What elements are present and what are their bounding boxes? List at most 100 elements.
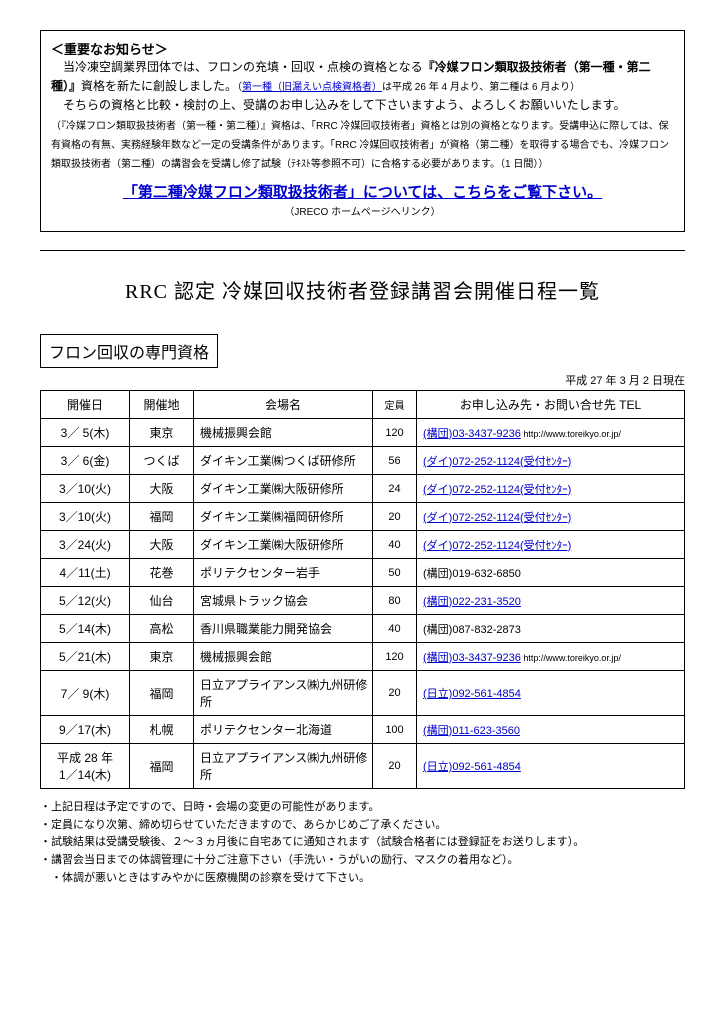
tel-link[interactable]: (構団)03-3437-9236 — [423, 428, 521, 440]
th-place: 開催地 — [130, 391, 194, 419]
cell-date: 3／ 5(木) — [41, 419, 130, 447]
cell-place: 高松 — [130, 615, 194, 643]
cell-contact: (ダイ)072-252-1124(受付ｾﾝﾀｰ) — [417, 503, 685, 531]
cell-venue: ダイキン工業㈱大阪研修所 — [194, 531, 373, 559]
table-row: 9／17(木)札幌ポリテクセンター北海道100 (構団)011-623-3560 — [41, 716, 685, 744]
tel-link[interactable]: (ダイ)072-252-1124(受付ｾﾝﾀｰ) — [423, 512, 571, 524]
cell-place: つくば — [130, 447, 194, 475]
cell-venue: ポリテクセンター岩手 — [194, 559, 373, 587]
cell-capacity: 40 — [373, 615, 417, 643]
cell-contact: (日立)092-561-4854 — [417, 671, 685, 716]
table-row: 平成 28 年 1／14(木)福岡日立アプライアンス㈱九州研修所20(日立)09… — [41, 744, 685, 789]
cell-venue: 日立アプライアンス㈱九州研修所 — [194, 744, 373, 789]
cell-contact: (構団)087-832-2873 — [417, 615, 685, 643]
notice-title: ＜重要なお知らせ＞ — [51, 39, 674, 58]
cell-venue: ダイキン工業㈱福岡研修所 — [194, 503, 373, 531]
notice-line2: そちらの資格と比較・検討の上、受講のお申し込みをして下さいますよう、よろしくお願… — [51, 96, 674, 115]
cell-venue: 機械振興会館 — [194, 419, 373, 447]
cell-venue: 宮城県トラック協会 — [194, 587, 373, 615]
table-header-row: 開催日 開催地 会場名 定員 お申し込み先・お問い合せ先 TEL — [41, 391, 685, 419]
table-row: 7／ 9(木)福岡日立アプライアンス㈱九州研修所20 (日立)092-561-48… — [41, 671, 685, 716]
cell-place: 大阪 — [130, 531, 194, 559]
cell-place: 花巻 — [130, 559, 194, 587]
cell-capacity: 20 — [373, 503, 417, 531]
tel-link[interactable]: (構団)011-623-3560 — [423, 725, 520, 737]
notice-line3: （『冷媒フロン類取扱技術者（第一種・第二種）』資格は、「RRC 冷媒回収技術者」… — [51, 121, 669, 170]
cell-capacity: 50 — [373, 559, 417, 587]
cell-date: 3／10(火) — [41, 503, 130, 531]
table-row: 3／10(火)大阪ダイキン工業㈱大阪研修所24 (ダイ)072-252-1124(… — [41, 475, 685, 503]
cell-capacity: 24 — [373, 475, 417, 503]
table-row: 3／ 5(木)東京機械振興会館120(構団)03-3437-9236 http:… — [41, 419, 685, 447]
cell-venue: 日立アプライアンス㈱九州研修所 — [194, 671, 373, 716]
cell-capacity: 120 — [373, 643, 417, 671]
cell-date: 5／14(木) — [41, 615, 130, 643]
as-of-date: 平成 27 年 3 月 2 日現在 — [40, 372, 685, 388]
type1-link[interactable]: 第一種（旧漏えい点検資格者） — [242, 82, 382, 93]
cell-capacity: 20 — [373, 671, 417, 716]
note-tail: 体調が悪いときはすみやかに医療機関の診察を受けて下さい。 — [51, 870, 685, 888]
cell-capacity: 20 — [373, 744, 417, 789]
cell-place: 東京 — [130, 419, 194, 447]
subtitle-box: フロン回収の専門資格 — [40, 334, 218, 368]
cell-place: 大阪 — [130, 475, 194, 503]
table-row: 5／14(木)高松香川県職業能力開発協会40(構団)087-832-2873 — [41, 615, 685, 643]
schedule-table: 開催日 開催地 会場名 定員 お申し込み先・お問い合せ先 TEL 3／ 5(木)… — [40, 390, 685, 789]
cell-venue: 香川県職業能力開発協会 — [194, 615, 373, 643]
notice-line1c: 資格を新たに創設しました。 — [81, 79, 237, 93]
cell-capacity: 80 — [373, 587, 417, 615]
cell-date: 7／ 9(木) — [41, 671, 130, 716]
cell-contact: (構団)019-632-6850 — [417, 559, 685, 587]
cell-date: 4／11(土) — [41, 559, 130, 587]
tel-link[interactable]: (日立)092-561-4854 — [423, 688, 521, 700]
table-row: 3／10(火)福岡ダイキン工業㈱福岡研修所20 (ダイ)072-252-1124(… — [41, 503, 685, 531]
cell-date: 3／24(火) — [41, 531, 130, 559]
th-date: 開催日 — [41, 391, 130, 419]
table-row: 5／21(木)東京機械振興会館120(構団)03-3437-9236 http:… — [41, 643, 685, 671]
th-contact: お申し込み先・お問い合せ先 TEL — [417, 391, 685, 419]
tel-link[interactable]: (構団)03-3437-9236 — [423, 652, 521, 664]
note-item: 試験結果は受講受験後、２～３ヵ月後に自宅あてに通知されます（試験合格者には登録証… — [40, 834, 685, 852]
cell-venue: 機械振興会館 — [194, 643, 373, 671]
tel-link[interactable]: (日立)092-561-4854 — [423, 761, 521, 773]
separator — [40, 250, 685, 251]
url-text: http://www.toreikyo.or.jp/ — [521, 653, 621, 663]
cell-contact: (ダイ)072-252-1124(受付ｾﾝﾀｰ) — [417, 531, 685, 559]
cell-contact: (日立)092-561-4854 — [417, 744, 685, 789]
cell-capacity: 56 — [373, 447, 417, 475]
cell-capacity: 40 — [373, 531, 417, 559]
cell-date: 3／ 6(金) — [41, 447, 130, 475]
th-cap: 定員 — [373, 391, 417, 419]
note-item: 講習会当日までの体調管理に十分ご注意下さい（手洗い・うがいの励行、マスクの着用な… — [40, 852, 685, 870]
cell-place: 東京 — [130, 643, 194, 671]
tel-link[interactable]: (ダイ)072-252-1124(受付ｾﾝﾀｰ) — [423, 540, 571, 552]
cell-place: 札幌 — [130, 716, 194, 744]
cell-date: 3／10(火) — [41, 475, 130, 503]
cell-place: 福岡 — [130, 503, 194, 531]
tel-link[interactable]: (ダイ)072-252-1124(受付ｾﾝﾀｰ) — [423, 456, 571, 468]
cell-contact: (構団)03-3437-9236 http://www.toreikyo.or.… — [417, 643, 685, 671]
cell-place: 福岡 — [130, 671, 194, 716]
cell-place: 福岡 — [130, 744, 194, 789]
tel-link[interactable]: (ダイ)072-252-1124(受付ｾﾝﾀｰ) — [423, 484, 571, 496]
main-title: RRC 認定 冷媒回収技術者登録講習会開催日程一覧 — [40, 275, 685, 304]
cell-venue: ダイキン工業㈱つくば研修所 — [194, 447, 373, 475]
cell-contact: (構団)03-3437-9236 http://www.toreikyo.or.… — [417, 419, 685, 447]
type2-link[interactable]: 「第二種冷媒フロン類取扱技術者」については、こちらをご覧下さい。 — [123, 184, 602, 201]
cell-place: 仙台 — [130, 587, 194, 615]
url-text: http://www.toreikyo.or.jp/ — [521, 429, 621, 439]
cell-capacity: 100 — [373, 716, 417, 744]
th-venue: 会場名 — [194, 391, 373, 419]
cell-contact: (ダイ)072-252-1124(受付ｾﾝﾀｰ) — [417, 447, 685, 475]
table-row: 3／ 6(金)つくばダイキン工業㈱つくば研修所56 (ダイ)072-252-112… — [41, 447, 685, 475]
cell-venue: ポリテクセンター北海道 — [194, 716, 373, 744]
notes: 上記日程は予定ですので、日時・会場の変更の可能性があります。 定員になり次第、締… — [40, 799, 685, 887]
tel-link[interactable]: (構団)022-231-3520 — [423, 596, 521, 608]
cell-date: 5／12(火) — [41, 587, 130, 615]
cell-capacity: 120 — [373, 419, 417, 447]
notice-line1a: 当冷凍空調業界団体では、フロンの充填・回収・点検の資格となる — [63, 60, 423, 74]
cell-date: 9／17(木) — [41, 716, 130, 744]
notice-line1d-post: は平成 26 年 4 月より、第二種は 6 月より） — [382, 82, 580, 93]
table-row: 4／11(土)花巻ポリテクセンター岩手50(構団)019-632-6850 — [41, 559, 685, 587]
cell-venue: ダイキン工業㈱大阪研修所 — [194, 475, 373, 503]
